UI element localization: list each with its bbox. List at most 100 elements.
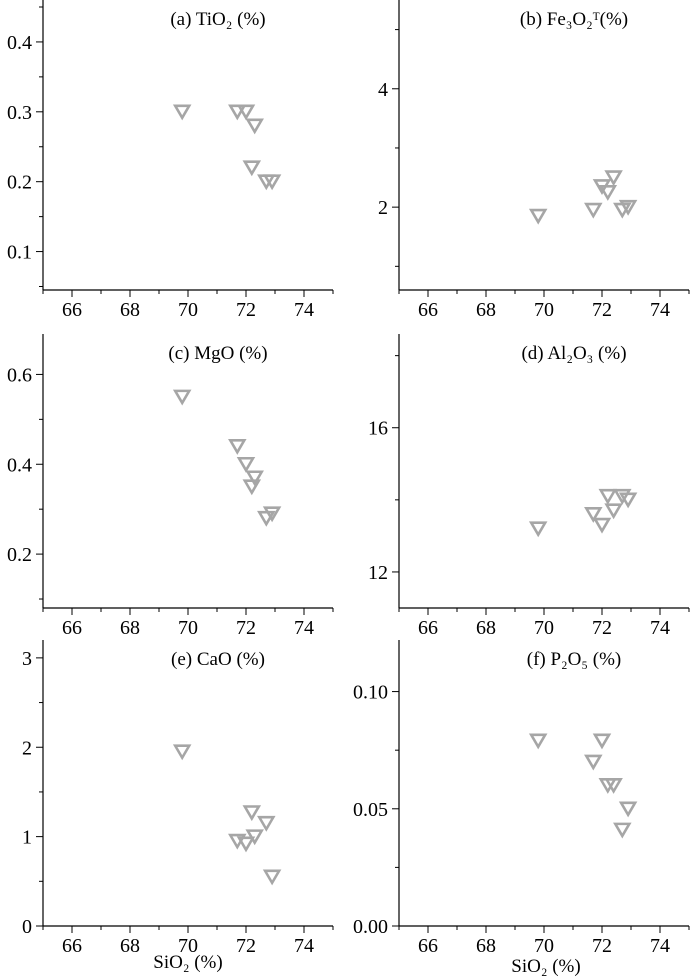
panel-d-x-tick-label: 66: [418, 617, 438, 639]
panel-c-data-point: [236, 456, 256, 473]
panel-a-x-tick-label: 68: [120, 299, 140, 321]
panel-d-data-point: [592, 517, 612, 534]
panel-a-x-tick-label: 70: [178, 299, 198, 321]
panel-f-x-tick-label: 70: [534, 935, 554, 957]
panel-c-data-point: [228, 438, 247, 455]
panel-a-data-point: [236, 104, 256, 121]
panel-e-x-tick-label: 70: [178, 935, 198, 957]
panel-a-data-point: [262, 174, 282, 191]
panel-e-y-tick-label: 1: [22, 827, 32, 849]
panel-a-y-tick-label: 0.2: [7, 172, 32, 194]
panel-a: 66 68 70 72 74 0.1 0.2 0.3 0.4 (a) TiO₂ (%): [7, 0, 334, 321]
panel-c-title: (c) MgO (%): [168, 343, 267, 364]
panel-c-data-point: [245, 470, 264, 487]
panel-e-data-point: [257, 815, 276, 832]
panel-d-data-point: [584, 506, 603, 523]
panel-c: 66 68 70 72 74 0.2 0.4 0.6 (c) MgO (%): [7, 334, 334, 639]
panel-d-data-point: [598, 488, 618, 505]
panel-c-data-point: [262, 506, 282, 523]
panel-a-y-tick-label: 0.3: [7, 102, 32, 124]
panel-e: 66 68 70 72 74 0 1 2 3 (e) CaO (%): [22, 640, 334, 957]
panel-b-data-point: [584, 202, 603, 219]
panel-b-x-tick-label: 70: [534, 299, 554, 321]
panel-c-x-tick-label: 66: [62, 617, 82, 639]
panel-f-y-tick-label: 0.05: [353, 799, 388, 821]
panel-f-y-tick-label: 0.00: [353, 916, 388, 938]
panel-d-x-tick-label: 68: [476, 617, 496, 639]
panel-b-x-tick-label: 68: [476, 299, 496, 321]
panel-d-y-tick-label: 16: [368, 418, 388, 440]
panel-a-data-point: [228, 104, 247, 121]
panel-b-x-tick-label: 66: [418, 299, 438, 321]
panel-d-data-point: [604, 503, 623, 520]
panel-b-x-tick-label: 72: [592, 299, 612, 321]
panel-b-title: (b) Fe₃O₂ᵀ(%): [520, 9, 628, 30]
panel-d: 66 68 70 72 74 12 16 (d) Al₂O₃ (%): [368, 334, 690, 639]
panel-d-x-tick-label: 72: [592, 617, 612, 639]
panel-f-data-point: [613, 822, 632, 839]
panel-c-y-tick-label: 0.6: [7, 364, 32, 386]
panel-c-y-tick-label: 0.2: [7, 544, 32, 566]
panel-e-x-tick-label: 66: [62, 935, 82, 957]
panel-a-data-point: [172, 104, 192, 121]
panel-e-x-tick-label: 72: [236, 935, 256, 957]
panel-f-data-point: [604, 778, 623, 794]
panel-e-data-point: [242, 805, 262, 822]
panel-d-data-point: [528, 521, 548, 538]
panel-c-x-tick-label: 74: [294, 617, 314, 639]
panels: 66 68 70 72 74 0.1 0.2 0.3 0.4 (a) TiO₂ (%) 66 68 70…: [7, 0, 690, 957]
panel-f-x-tick-label: 66: [418, 935, 438, 957]
panel-e-y-tick-label: 2: [22, 737, 32, 759]
panel-c-x-tick-label: 72: [236, 617, 256, 639]
panel-c-data-point: [172, 389, 192, 406]
panel-f: 66 68 70 72 74 0.00 0.05 0.10 (f) P₂O₅ (%): [353, 640, 690, 957]
panel-d-title: (d) Al₂O₃ (%): [521, 343, 626, 364]
panel-b-y-tick-label: 2: [378, 197, 388, 219]
panel-d-data-point: [618, 492, 638, 509]
panel-a-data-point: [245, 118, 264, 135]
x-axis-title-left: SiO₂ (%): [153, 952, 222, 973]
panel-a-x-tick-label: 66: [62, 299, 82, 321]
panel-b-data-point: [618, 199, 638, 216]
panel-b-y-tick-label: 4: [378, 79, 388, 101]
panel-e-x-tick-label: 74: [294, 935, 314, 957]
panel-f-x-tick-label: 68: [476, 935, 496, 957]
panel-e-y-tick-label: 0: [22, 916, 32, 938]
panel-f-data-point: [592, 733, 612, 750]
panel-f-x-tick-label: 72: [592, 935, 612, 957]
panel-f-y-tick-label: 0.10: [353, 682, 388, 704]
panel-a-y-tick-label: 0.4: [7, 32, 32, 54]
panel-d-data-point: [613, 488, 632, 505]
panel-a-x-tick-label: 74: [294, 299, 314, 321]
panel-b: 66 68 70 72 74 2 4 (b) Fe₃O₂ᵀ(%): [378, 0, 690, 321]
panel-d-y-tick-label: 12: [368, 562, 388, 584]
panel-a-data-point: [242, 160, 262, 177]
panel-a-title: (a) TiO₂ (%): [170, 9, 265, 30]
panel-d-x-tick-label: 70: [534, 617, 554, 639]
panel-e-data-point: [262, 869, 282, 886]
panel-c-data-point: [242, 479, 262, 496]
panel-e-x-tick-label: 68: [120, 935, 140, 957]
panel-c-y-tick-label: 0.4: [7, 454, 32, 476]
panel-d-x-tick-label: 74: [650, 617, 670, 639]
panel-f-data-point: [528, 733, 548, 750]
panel-b-data-point: [528, 208, 548, 225]
panel-c-x-tick-label: 70: [178, 617, 198, 639]
panel-e-data-point: [236, 836, 256, 853]
panel-c-x-tick-label: 68: [120, 617, 140, 639]
panel-e-data-point: [172, 744, 192, 761]
x-axis-title-right: SiO₂ (%): [511, 956, 580, 977]
panel-e-title: (e) CaO (%): [171, 649, 265, 670]
panel-a-y-tick-label: 0.1: [7, 242, 32, 264]
panel-b-data-point: [598, 185, 618, 201]
panel-f-data-point: [618, 801, 638, 818]
panel-e-data-point: [245, 829, 264, 846]
panel-e-y-tick-label: 3: [22, 648, 32, 670]
panel-b-x-tick-label: 74: [650, 299, 670, 321]
panel-f-x-tick-label: 74: [650, 935, 670, 957]
panel-a-x-tick-label: 72: [236, 299, 256, 321]
panel-f-data-point: [584, 754, 603, 771]
panel-b-data-point: [604, 170, 623, 187]
panel-f-title: (f) P₂O₅ (%): [527, 649, 622, 670]
